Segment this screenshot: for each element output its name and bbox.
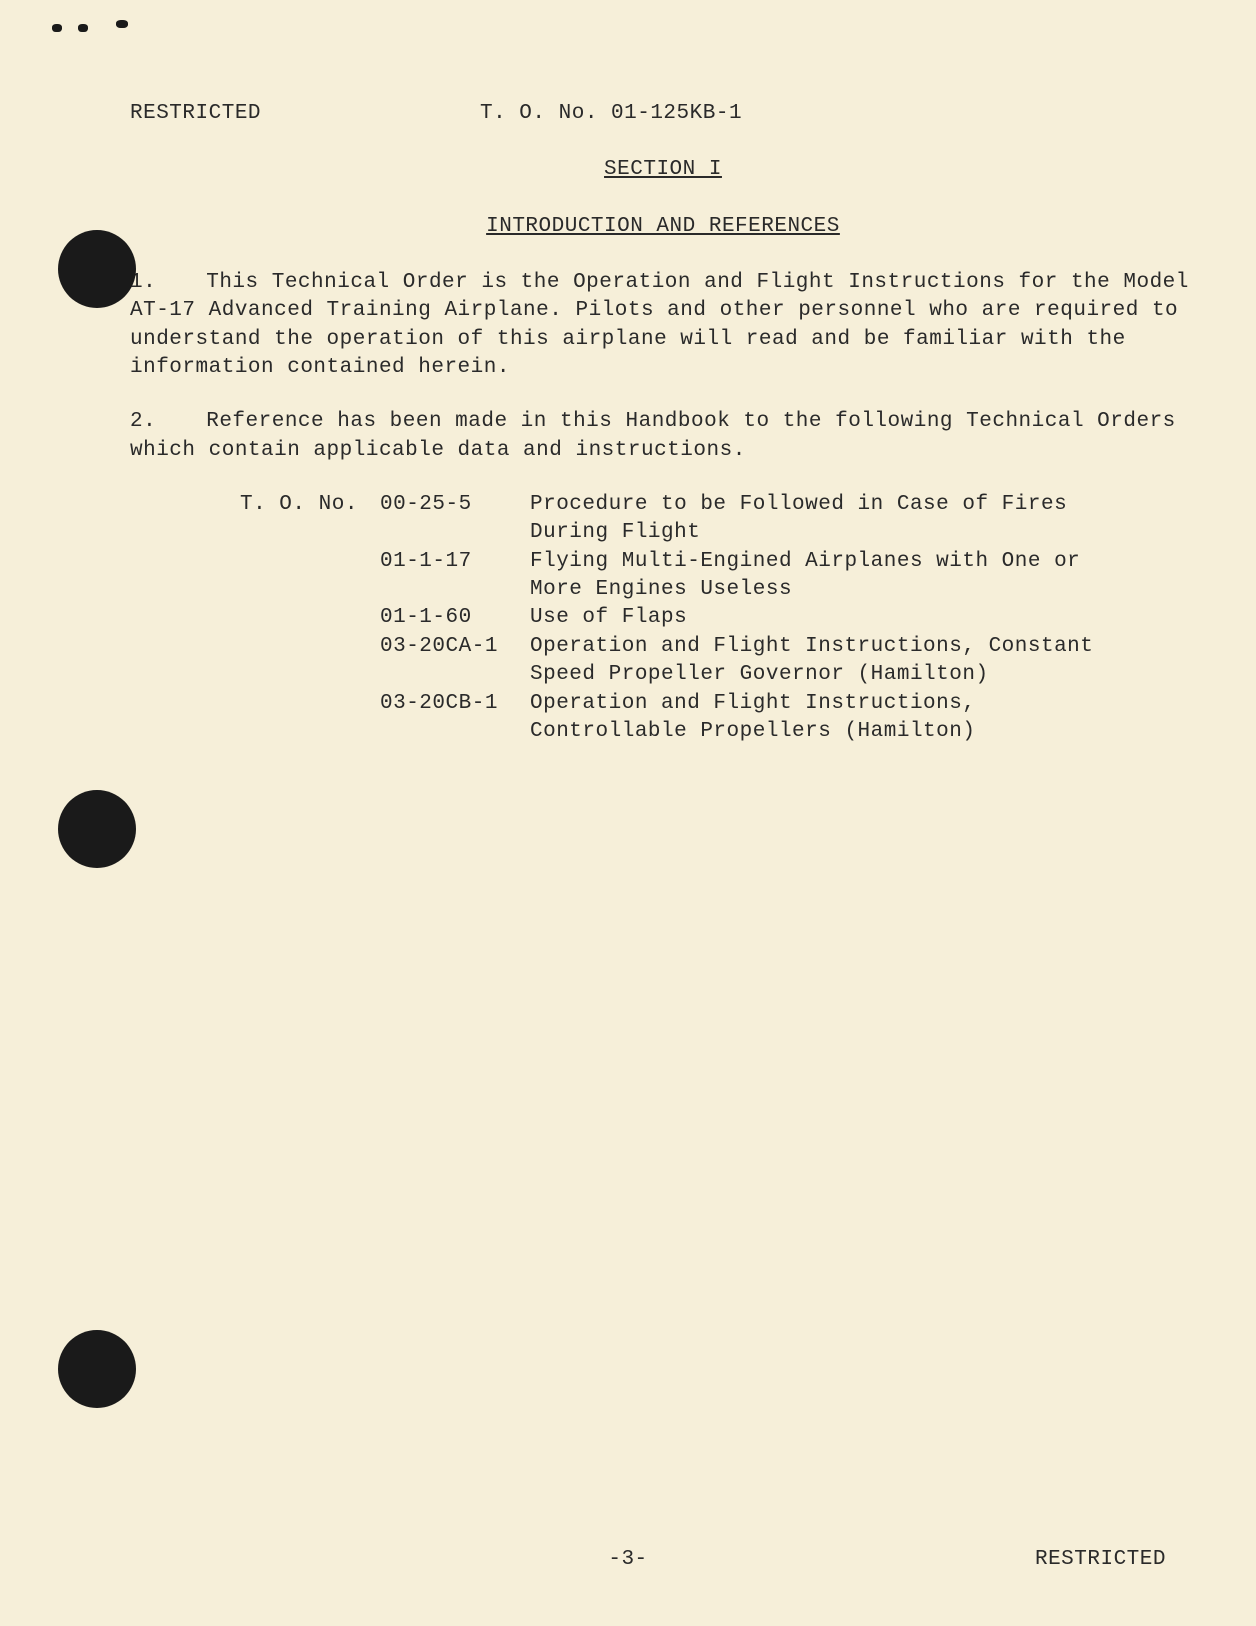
table-row: 01-1-17 Flying Multi-Engined Airplanes w…: [240, 548, 1196, 605]
ref-description: Use of Flaps: [530, 604, 1110, 632]
para-text: Reference has been made in this Handbook…: [130, 410, 1176, 461]
table-row: T. O. No. 00-25-5 Procedure to be Follow…: [240, 491, 1196, 548]
scan-mark: [52, 24, 62, 32]
ref-number: 01-1-60: [380, 604, 530, 632]
table-row: 03-20CB-1 Operation and Flight Instructi…: [240, 690, 1196, 747]
header-classification: RESTRICTED: [130, 100, 410, 128]
table-row: 03-20CA-1 Operation and Flight Instructi…: [240, 633, 1196, 690]
page-number: -3-: [608, 1546, 647, 1574]
paragraph-1: 1.This Technical Order is the Operation …: [130, 269, 1196, 382]
ref-number: 01-1-17: [380, 548, 530, 576]
table-row: 01-1-60 Use of Flaps: [240, 604, 1196, 632]
ref-description: Procedure to be Followed in Case of Fire…: [530, 491, 1110, 548]
para-text: This Technical Order is the Operation an…: [130, 271, 1189, 379]
section-heading: SECTION I: [130, 156, 1196, 184]
scan-mark: [116, 20, 128, 28]
ref-number: 03-20CA-1: [380, 633, 530, 661]
section-subheading: INTRODUCTION AND REFERENCES: [130, 213, 1196, 241]
paragraph-2: 2.Reference has been made in this Handbo…: [130, 408, 1196, 465]
scan-mark: [78, 24, 88, 32]
ref-number: 00-25-5: [380, 491, 530, 519]
para-number: 2.: [130, 410, 156, 433]
ref-label: T. O. No.: [240, 491, 380, 519]
binder-hole: [58, 790, 136, 868]
footer-classification: RESTRICTED: [1035, 1546, 1166, 1574]
header-row: RESTRICTED T. O. No. 01-125KB-1: [130, 100, 1196, 128]
binder-hole: [58, 230, 136, 308]
doc-number: T. O. No. 01-125KB-1: [480, 100, 742, 128]
ref-number: 03-20CB-1: [380, 690, 530, 718]
ref-description: Flying Multi-Engined Airplanes with One …: [530, 548, 1110, 605]
ref-description: Operation and Flight Instructions, Contr…: [530, 690, 1110, 747]
binder-hole: [58, 1330, 136, 1408]
reference-table: T. O. No. 00-25-5 Procedure to be Follow…: [240, 491, 1196, 746]
ref-description: Operation and Flight Instructions, Const…: [530, 633, 1110, 690]
